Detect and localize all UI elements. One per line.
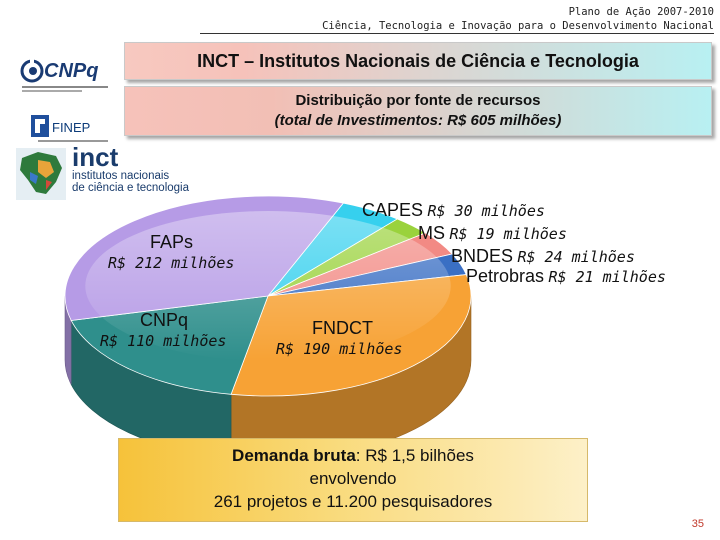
demand-summary-box: Demanda bruta: R$ 1,5 bilhões envolvendo… (118, 438, 588, 522)
label-cnpq-name: CNPq (140, 310, 189, 330)
label-fndct-value-wrap: R$ 190 milhões (276, 340, 402, 359)
demand-line-2: envolvendo (309, 469, 397, 488)
label-cnpq-name-wrap: CNPq (140, 310, 188, 331)
demand-line-3: 261 projetos e 11.200 pesquisadores (213, 492, 493, 511)
inct-logo: inct institutos nacionais de ciência e t… (16, 142, 196, 200)
label-bndes-name: BNDES (451, 246, 514, 266)
brazil-map-icon (16, 148, 66, 200)
inct-logo-line-1: institutos nacionais (72, 170, 170, 182)
label-petrobras-name: Petrobras (466, 266, 545, 286)
cnpq-logo-tagline (22, 86, 112, 92)
label-bndes-value: R$ 24 milhões (517, 248, 635, 266)
label-faps-name: FAPs (150, 232, 194, 252)
label-faps-value-wrap: R$ 212 milhões (108, 254, 234, 273)
label-cnpq-value-wrap: R$ 110 milhões (100, 332, 226, 351)
slide-title: INCT – Institutos Nacionais de Ciência e… (124, 42, 712, 80)
label-capes: CAPES R$ 30 milhões (362, 200, 545, 221)
subtitle-line-1: Distribuição por fonte de recursos (295, 92, 541, 109)
cnpq-emblem-icon (20, 58, 44, 83)
header-plan-title: Plano de Ação 2007-2010 (568, 6, 714, 18)
label-ms: MS R$ 19 milhões (418, 223, 567, 244)
cnpq-logo: CNPq (20, 58, 120, 96)
pie-side-group (64, 295, 472, 461)
demand-value: : R$ 1,5 bilhões (355, 446, 474, 465)
label-fndct-value: R$ 190 milhões (276, 340, 403, 358)
finep-emblem-icon (31, 115, 49, 137)
demand-label: Demanda bruta (232, 446, 356, 465)
header-plan-subtitle: Ciência, Tecnologia e Inovação para o De… (322, 20, 714, 32)
label-faps-name-wrap: FAPs (150, 232, 193, 253)
finep-logo-text: FINEP (52, 120, 91, 135)
inct-logo-line-2: de ciência e tecnologia (72, 182, 189, 194)
subtitle-line-2: (total de Investimentos: R$ 605 milhões) (274, 112, 562, 129)
label-ms-name: MS (418, 223, 445, 243)
label-petrobras: Petrobras R$ 21 milhões (466, 266, 666, 287)
finep-logo-tagline (38, 140, 118, 142)
label-capes-name: CAPES (362, 200, 424, 220)
chart-subtitle-box: Distribuição por fonte de recursos (tota… (124, 86, 712, 136)
label-petrobras-value: R$ 21 milhões (548, 268, 666, 286)
header-divider (200, 33, 714, 34)
inct-logo-text: inct (72, 142, 119, 172)
label-fndct-name: FNDCT (312, 318, 373, 338)
finep-logo: FINEP (30, 112, 120, 146)
label-faps-value: R$ 212 milhões (108, 254, 235, 272)
label-bndes: BNDES R$ 24 milhões (451, 246, 635, 267)
page-number: 35 (691, 518, 704, 530)
label-fndct-name-wrap: FNDCT (312, 318, 373, 339)
pie-gloss (85, 211, 451, 361)
pie-top-group (64, 195, 472, 397)
label-capes-value: R$ 30 milhões (427, 202, 545, 220)
label-ms-value: R$ 19 milhões (449, 225, 567, 243)
cnpq-logo-text: CNPq (44, 60, 99, 82)
demand-line-1: Demanda bruta: R$ 1,5 bilhões (119, 444, 587, 467)
label-cnpq-value: R$ 110 milhões (100, 332, 227, 350)
